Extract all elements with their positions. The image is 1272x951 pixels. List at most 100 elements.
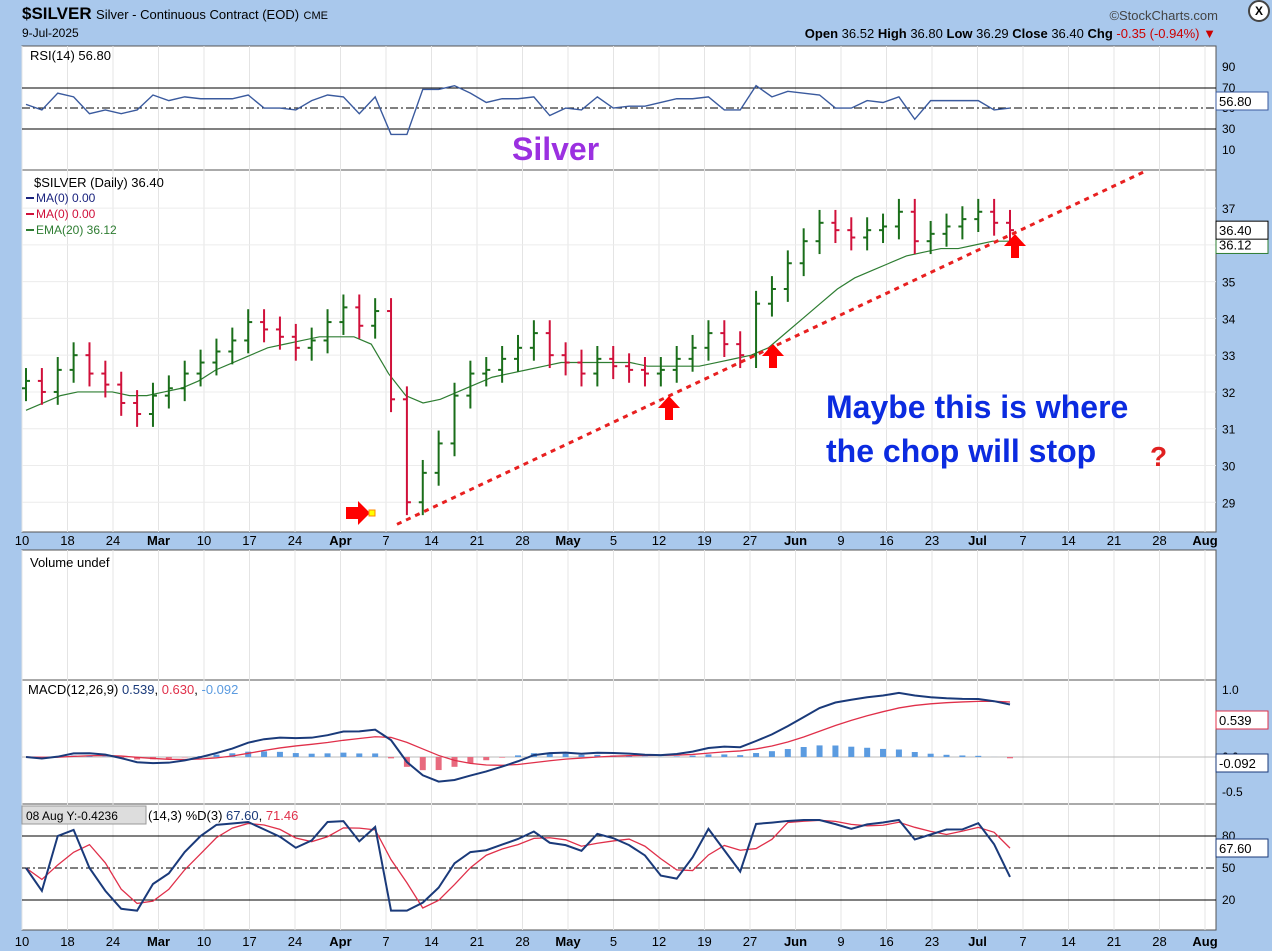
x-tick-label: 14 bbox=[1061, 533, 1075, 548]
macd-hist-badge: -0.092 bbox=[1219, 756, 1256, 771]
rsi-tick-label: 90 bbox=[1222, 60, 1236, 74]
price-panel bbox=[21, 169, 1217, 533]
macd-hist-bar bbox=[134, 757, 141, 760]
x-tick-label: 7 bbox=[1019, 533, 1026, 548]
macd-hist-bar bbox=[515, 755, 521, 757]
annotation-question: ? bbox=[1150, 441, 1167, 472]
chart-date: 9-Jul-2025 bbox=[22, 26, 79, 40]
brand-logo: ©StockCharts.com bbox=[1109, 8, 1218, 23]
macd-hist-bar bbox=[911, 752, 918, 757]
description: Silver - Continuous Contract (EOD) bbox=[96, 7, 300, 22]
x-tick-label: Aug bbox=[1192, 533, 1217, 548]
x-tick-label: Jun bbox=[784, 533, 807, 548]
macd-hist-bar bbox=[340, 752, 347, 757]
legend-ema: EMA(20) 36.12 bbox=[36, 223, 117, 237]
x-tick-label: 5 bbox=[610, 934, 617, 949]
macd-hist-bar bbox=[165, 757, 172, 759]
legend-ma1: MA(0) 0.00 bbox=[36, 191, 96, 205]
price-bars bbox=[22, 198, 1014, 516]
macd-hist-bar bbox=[705, 754, 712, 757]
x-tick-label: 12 bbox=[652, 934, 666, 949]
macd-hist-bar bbox=[864, 747, 871, 757]
macd-hist-bar bbox=[276, 751, 283, 757]
high-value: 36.80 bbox=[910, 26, 943, 41]
macd-hist-bar bbox=[467, 757, 474, 764]
x-tick-label: 21 bbox=[470, 533, 484, 548]
x-tick-label: 21 bbox=[1107, 533, 1121, 548]
macd-hist-badge-box bbox=[1215, 753, 1269, 773]
rsi-line bbox=[25, 84, 1011, 136]
rsi-label: RSI(14) 56.80 bbox=[30, 48, 111, 63]
x-tick-label: 24 bbox=[288, 533, 302, 548]
stoch-label: (14,3) %D(3) bbox=[148, 808, 222, 823]
macd-hist-bar bbox=[261, 751, 268, 757]
macd-hist-bar bbox=[308, 753, 315, 757]
close-x-icon[interactable]: X bbox=[1248, 0, 1270, 22]
x-tick-label: 24 bbox=[288, 934, 302, 949]
macd-hist-bar bbox=[880, 748, 887, 757]
macd-hist-bar bbox=[594, 754, 601, 757]
macd-hist-bar bbox=[229, 753, 236, 757]
y-tick-label: 37 bbox=[1222, 202, 1236, 216]
price-badge-box bbox=[1215, 220, 1269, 240]
macd-hist-bar bbox=[721, 754, 728, 757]
x-tick-label: 14 bbox=[1061, 934, 1075, 949]
x-tick-label: 28 bbox=[515, 934, 529, 949]
macd-hist-bar bbox=[562, 753, 569, 757]
stoch-d-value: 71.46 bbox=[266, 808, 299, 823]
axis-labels: 10 10 18 18 24 24 Mar Mar 10 10 17 17 24 24 Apr Apr 7 7 14… bbox=[15, 60, 1243, 949]
x-tick-label: 27 bbox=[743, 533, 757, 548]
x-tick-label: May bbox=[555, 533, 581, 548]
stoch-d-line bbox=[25, 819, 1011, 909]
macd-hist-bar bbox=[245, 751, 252, 757]
open-value: 36.52 bbox=[841, 26, 875, 41]
x-tick-label: Aug bbox=[1192, 934, 1217, 949]
macd-hist-bar bbox=[388, 757, 395, 759]
x-tick-label: 9 bbox=[837, 533, 844, 548]
x-tick-label: Apr bbox=[329, 533, 351, 548]
x-tick-label: 5 bbox=[610, 533, 617, 548]
macd-hist-bar bbox=[356, 753, 363, 757]
macd-hist-bar bbox=[689, 755, 696, 757]
x-tick-label: Jun bbox=[784, 934, 807, 949]
stoch-k-line bbox=[25, 818, 1011, 912]
x-tick-label: 23 bbox=[925, 533, 939, 548]
y-tick-label: 32 bbox=[1222, 386, 1236, 400]
up-arrow-icon bbox=[762, 344, 784, 368]
ema-badge: 36.12 bbox=[1219, 237, 1252, 252]
volume-panel bbox=[21, 549, 1217, 681]
x-tick-label: 17 bbox=[242, 934, 256, 949]
x-tick-label: 7 bbox=[382, 533, 389, 548]
x-tick-label: 12 bbox=[652, 533, 666, 548]
y-tick-label: 35 bbox=[1222, 276, 1236, 290]
macd-hist-bar bbox=[737, 755, 744, 757]
macd-hist-bar bbox=[292, 753, 299, 757]
x-tick-label: 28 bbox=[1152, 533, 1166, 548]
x-tick-label: Mar bbox=[147, 934, 170, 949]
macd-hist-bar bbox=[895, 749, 902, 757]
x-tick-label: 9 bbox=[837, 934, 844, 949]
ohlc-summary: Open 36.52 High 36.80 Low 36.29 Close 36… bbox=[804, 26, 1216, 41]
macd-signal-value: 0.630 bbox=[162, 682, 195, 697]
annotation-line2: the chop will stop bbox=[826, 433, 1096, 469]
macd-hist-bar bbox=[959, 755, 966, 757]
exchange: CME bbox=[303, 10, 328, 22]
macd-badge: 0.539 bbox=[1219, 713, 1252, 728]
macd-hist-bar bbox=[768, 751, 775, 757]
macd-hist-bar bbox=[419, 757, 426, 771]
macd-hist-bar bbox=[324, 753, 331, 757]
chart-header: $SILVER Silver - Continuous Contract (EO… bbox=[22, 4, 1222, 44]
x-tick-label: 24 bbox=[106, 934, 120, 949]
x-tick-label: May bbox=[555, 934, 581, 949]
macd-hist-bar bbox=[435, 757, 442, 771]
stoch-tick-label: 20 bbox=[1222, 893, 1236, 907]
marker-square bbox=[368, 509, 376, 517]
symbol[interactable]: $SILVER bbox=[22, 4, 92, 23]
macd-tick-label: -0.5 bbox=[1222, 785, 1243, 799]
x-tick-label: 18 bbox=[60, 533, 74, 548]
x-tick-label: 21 bbox=[1107, 934, 1121, 949]
macd-badge-box bbox=[1215, 710, 1269, 730]
macd-hist-bar bbox=[673, 756, 680, 757]
